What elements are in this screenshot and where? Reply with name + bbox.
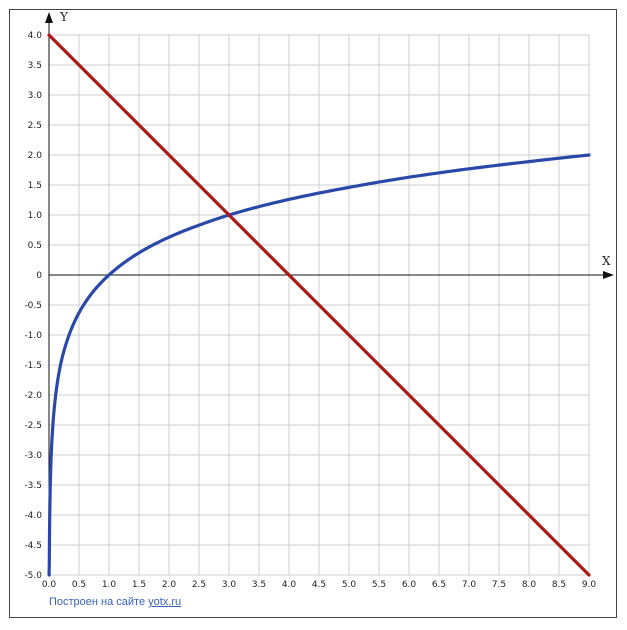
- x-tick-label: 2.0: [162, 580, 177, 590]
- y-tick-label: -5.0: [24, 571, 42, 581]
- y-tick-label: -3.5: [24, 481, 42, 491]
- x-tick-label: 1.0: [102, 580, 117, 590]
- y-tick-label: 1.0: [28, 211, 43, 221]
- y-tick-label: 0.5: [28, 241, 42, 251]
- y-tick-label: 1.5: [28, 181, 42, 191]
- credit-text: Построен на сайте: [49, 596, 146, 608]
- y-tick-label: -1.5: [24, 361, 42, 371]
- series-line-1: [47, 153, 591, 577]
- x-tick-label: 4.0: [282, 580, 297, 590]
- y-tick-label: 3.5: [28, 61, 42, 71]
- x-tick-label: 7.5: [492, 580, 506, 590]
- x-tick-label: 6.0: [402, 580, 417, 590]
- grid: [49, 34, 590, 576]
- x-tick-label: 5.5: [372, 580, 386, 590]
- x-tick-label: 4.5: [312, 580, 326, 590]
- x-tick-label: 7.0: [462, 580, 477, 590]
- y-tick-label: -0.5: [24, 301, 42, 311]
- site-link[interactable]: yotx.ru: [148, 596, 182, 608]
- x-tick-label: 1.5: [132, 580, 146, 590]
- x-tick-label: 2.5: [192, 580, 206, 590]
- y-tick-label: -4.0: [24, 511, 42, 521]
- x-tick-label: 9.0: [582, 580, 597, 590]
- y-tick-label: 2.5: [28, 121, 42, 131]
- y-tick-label: 0: [36, 271, 42, 281]
- y-tick-label: 2.0: [28, 151, 43, 161]
- y-tick-label: -2.5: [24, 421, 42, 431]
- y-tick-label: 3.0: [28, 91, 43, 101]
- tick-labels: 0.0 0.5 1.0 1.5 2.0 2.5 3.0 3.5 4.0 4.5 5.0 5.5 6.0 6…: [24, 31, 596, 590]
- y-tick-label: -1.0: [24, 331, 42, 341]
- x-tick-label: 5.0: [342, 580, 357, 590]
- x-axis-label: X: [602, 254, 611, 268]
- x-tick-label: 6.5: [432, 580, 446, 590]
- x-tick-label: 0.0: [42, 580, 57, 590]
- site-credit: Построен на сайте yotx.ru: [49, 596, 181, 608]
- y-tick-label: 4.0: [28, 31, 43, 41]
- series: [47, 33, 591, 577]
- x-tick-label: 8.0: [522, 580, 537, 590]
- y-tick-label: -4.5: [24, 541, 42, 551]
- y-tick-label: -3.0: [24, 451, 42, 461]
- x-axis-arrow-icon: [603, 271, 614, 279]
- x-tick-label: 3.0: [222, 580, 237, 590]
- y-axis-label: Y: [59, 10, 69, 24]
- chart-frame: [9, 9, 617, 618]
- series-line-2: [47, 33, 591, 577]
- x-tick-label: 0.5: [72, 580, 86, 590]
- y-axis-arrow-icon: [45, 12, 53, 23]
- y-tick-label: -2.0: [24, 391, 42, 401]
- x-tick-label: 8.5: [552, 580, 566, 590]
- x-tick-label: 3.5: [252, 580, 266, 590]
